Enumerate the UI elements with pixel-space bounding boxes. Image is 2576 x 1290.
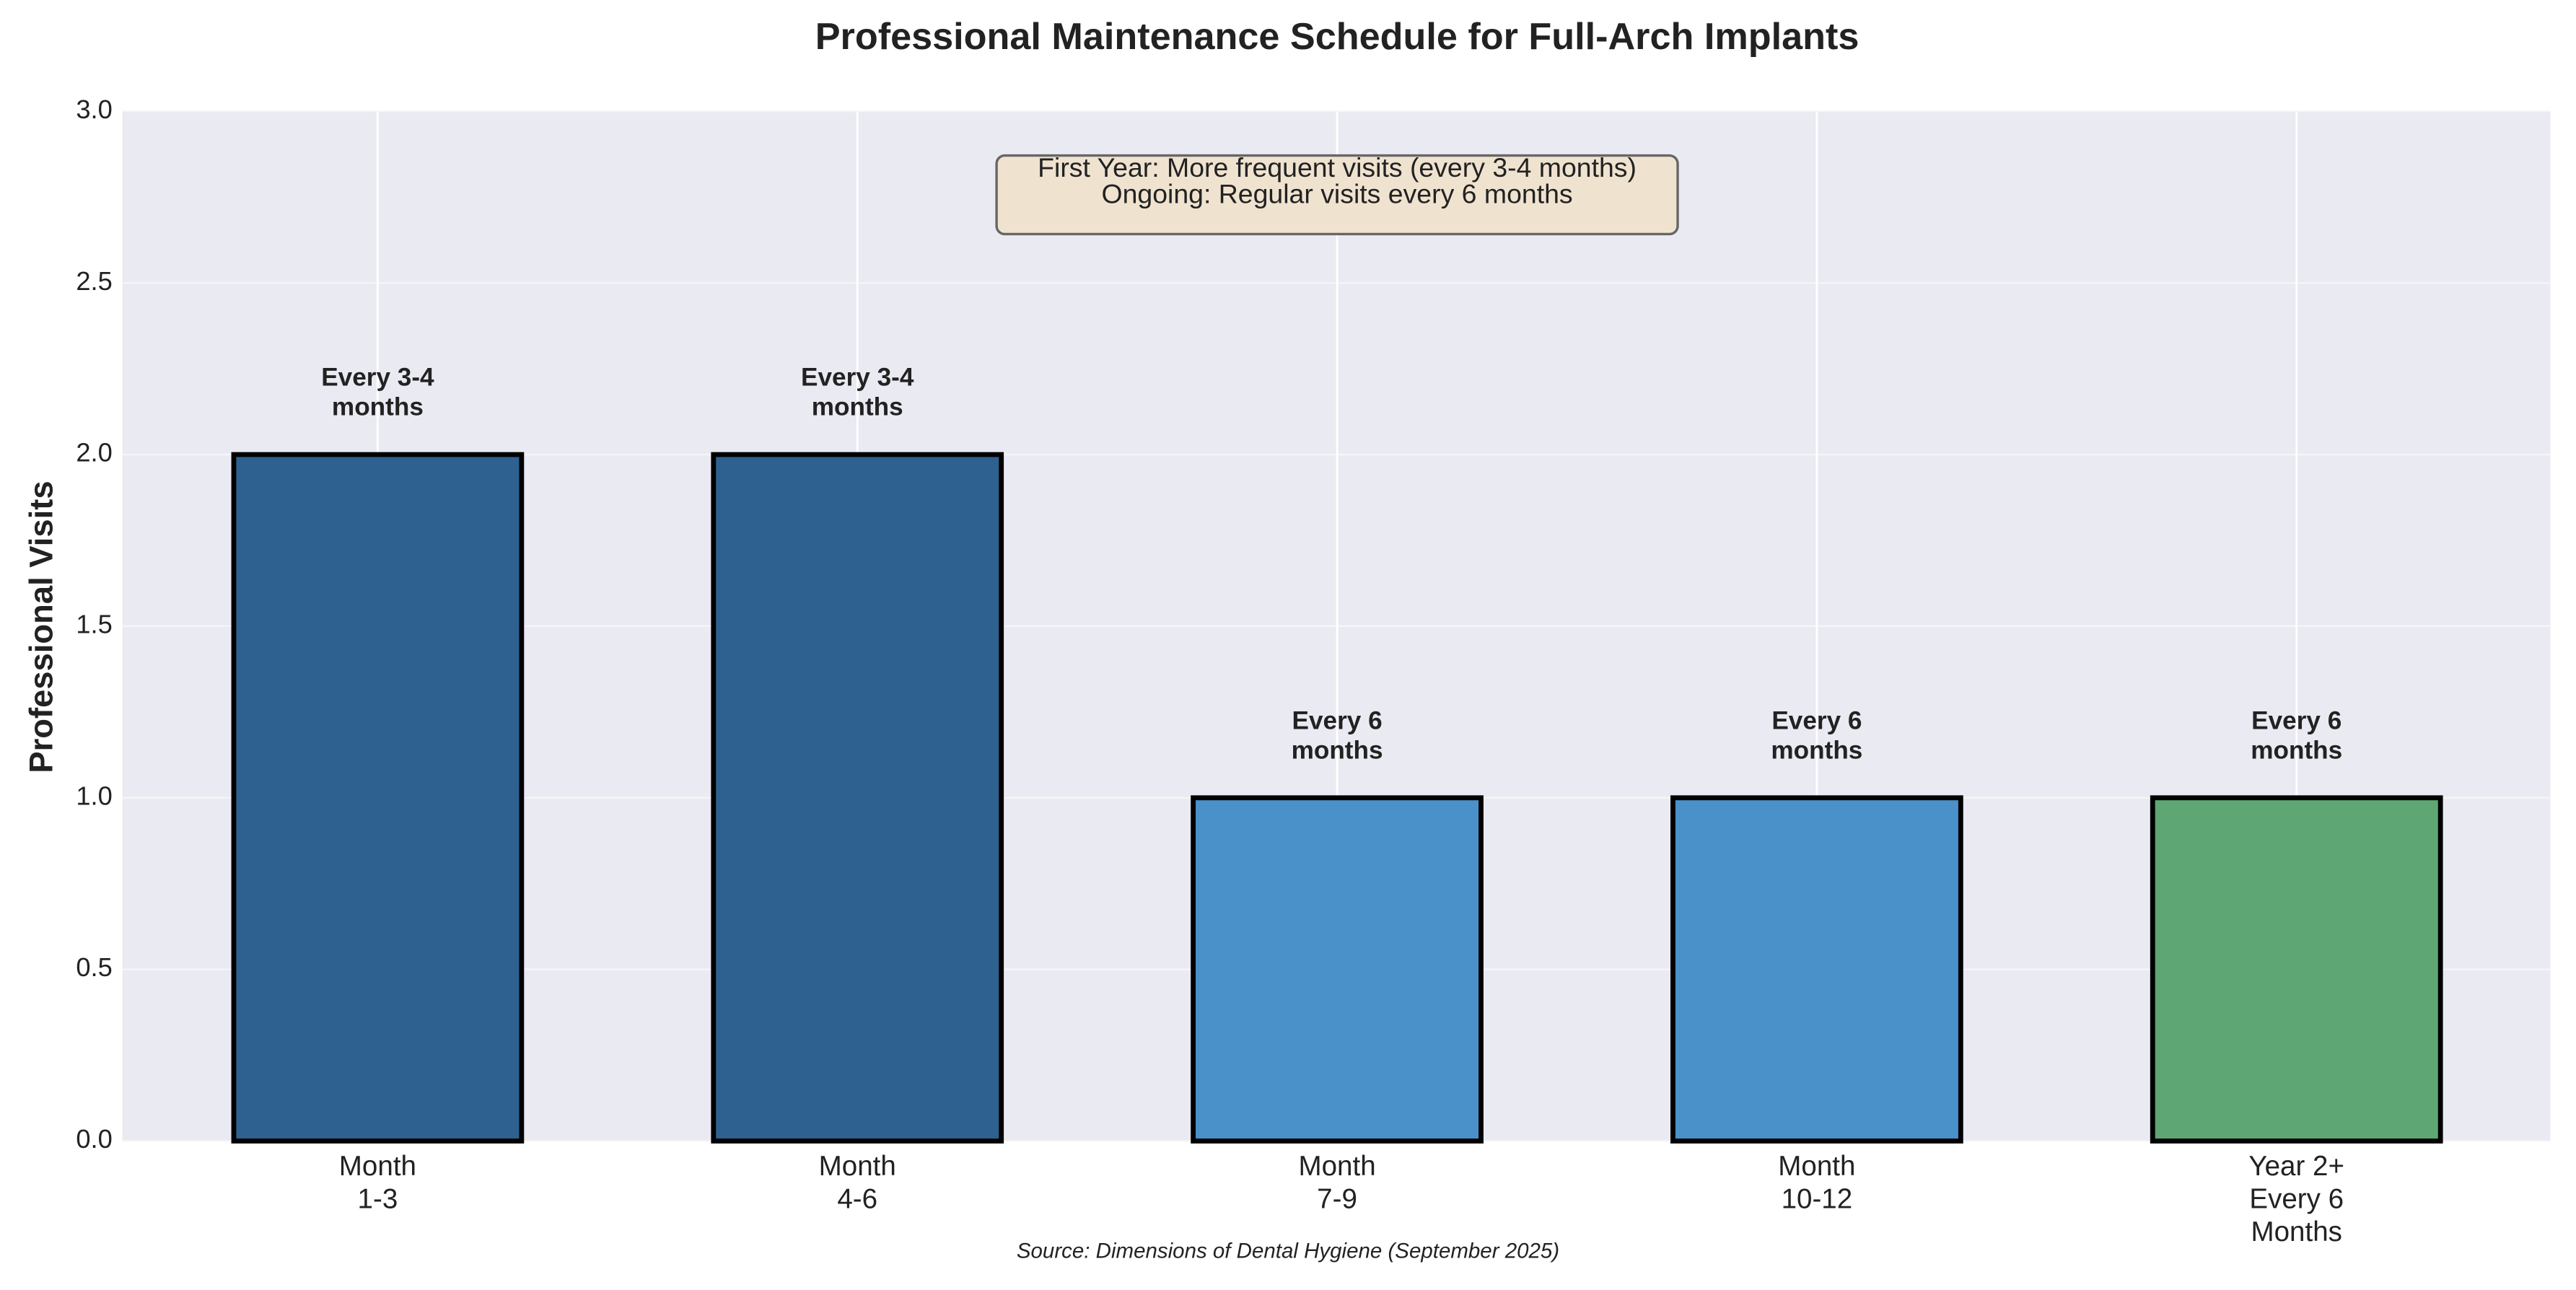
value-label: Every 3-4 months: [801, 364, 914, 421]
x-tick-label: Month 7-9: [1298, 1151, 1375, 1214]
x-tick-label: Month 4-6: [819, 1151, 896, 1214]
bar: [1191, 795, 1484, 1144]
annotation-box: [995, 154, 1679, 236]
chart-title: Professional Maintenance Schedule for Fu…: [815, 16, 1859, 58]
value-label: Every 6 months: [2251, 706, 2342, 764]
value-label: Every 6 months: [1771, 706, 1862, 764]
y-tick-label: 1.0: [76, 781, 112, 810]
value-label: Every 3-4 months: [321, 364, 434, 421]
y-tick-label: 2.0: [76, 438, 112, 468]
y-axis-label: Professional Visits: [23, 481, 60, 773]
y-tick-label: 1.5: [76, 609, 112, 639]
value-label: Every 6 months: [1292, 706, 1383, 764]
bar: [1670, 795, 1963, 1144]
bar: [2150, 795, 2443, 1144]
x-tick-label: Year 2+ Every 6 Months: [2248, 1151, 2344, 1247]
x-tick-label: Month 10-12: [1778, 1151, 1855, 1214]
y-tick-label: 0.5: [76, 952, 112, 982]
annotation: First Year: More frequent visits (every …: [1038, 152, 1637, 209]
source-note: Source: Dimensions of Dental Hygiene (Se…: [1017, 1239, 1559, 1263]
bar: [231, 452, 525, 1144]
bar: [711, 452, 1004, 1144]
y-tick-label: 3.0: [76, 95, 112, 124]
y-tick-label: 0.0: [76, 1124, 112, 1154]
x-tick-label: Month 1-3: [339, 1151, 416, 1214]
y-tick-label: 2.5: [76, 266, 112, 296]
